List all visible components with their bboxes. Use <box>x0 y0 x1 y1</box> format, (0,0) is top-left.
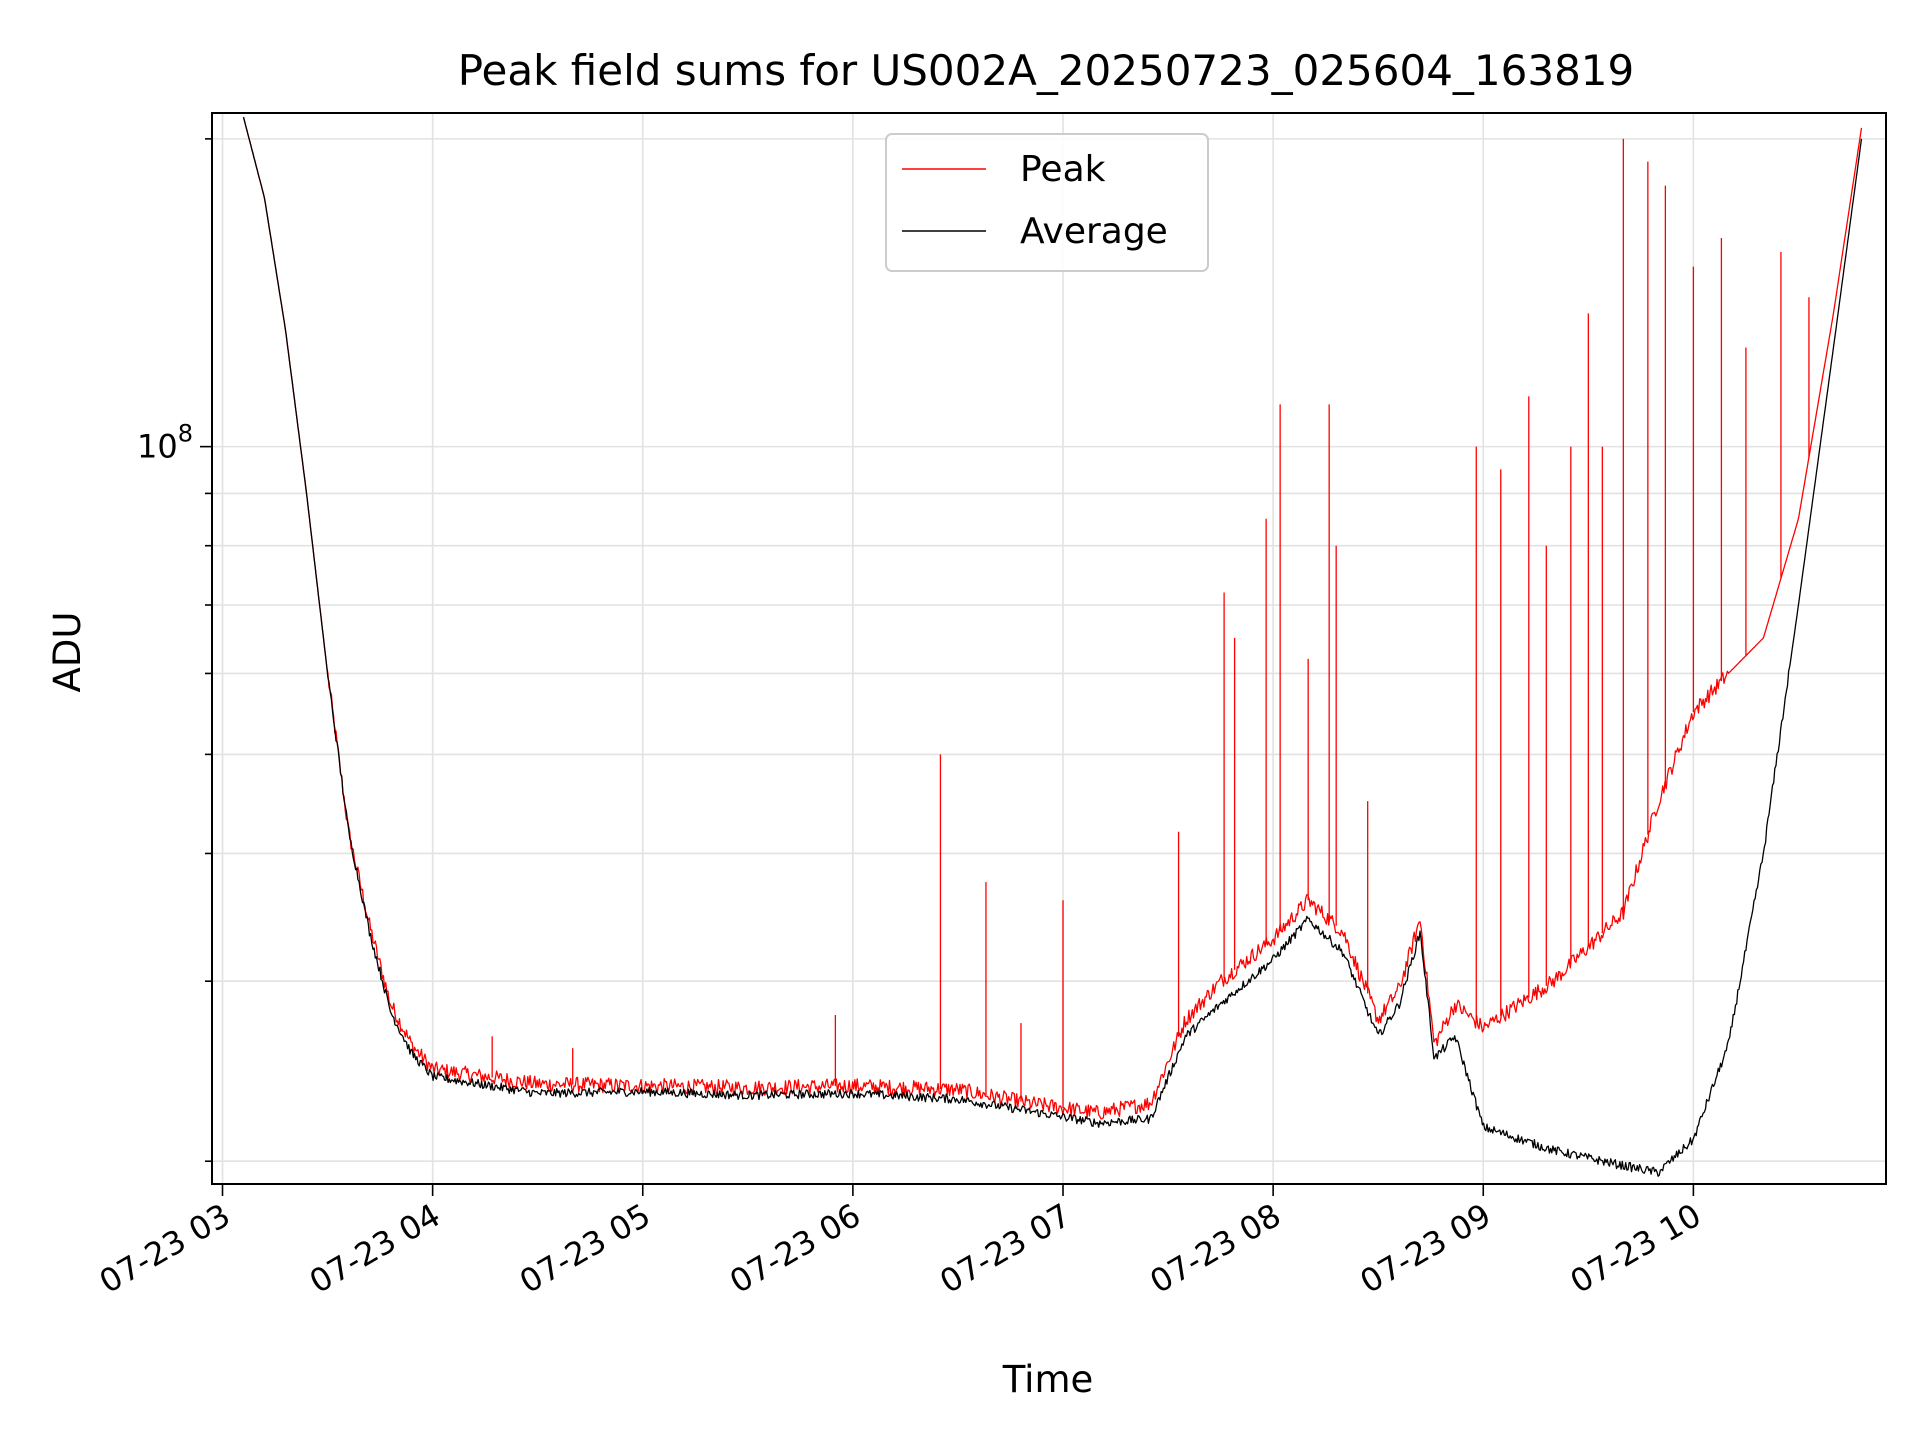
legend-label-average: Average <box>1020 211 1168 252</box>
series-layer <box>242 117 1863 1177</box>
series-line-average <box>242 117 1863 1177</box>
chart-title: Peak field sums for US002A_20250723_0256… <box>458 46 1635 95</box>
y-tick-label: 108 <box>137 420 193 466</box>
legend: Peak Average <box>885 133 1209 272</box>
x-axis-label: Time <box>1002 1358 1094 1401</box>
y-axis-label: ADU <box>46 612 89 693</box>
plot-frame <box>211 112 1887 1185</box>
y-axis-ticks: 108 <box>137 138 212 1163</box>
legend-box <box>885 133 1209 272</box>
legend-label-peak: Peak <box>1020 149 1106 190</box>
